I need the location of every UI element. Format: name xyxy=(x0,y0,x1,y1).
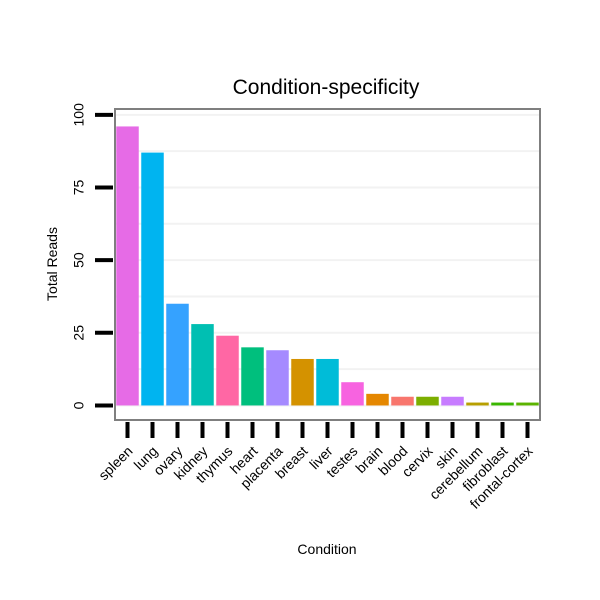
bar-kidney xyxy=(191,324,214,406)
bar-liver xyxy=(316,358,339,406)
y-tick-label: 75 xyxy=(71,179,87,195)
chart-title: Condition-specificity xyxy=(233,76,420,99)
y-tick-label: 100 xyxy=(71,103,87,127)
y-tick-label: 0 xyxy=(71,401,87,409)
bar-spleen xyxy=(116,126,139,406)
bar-lung xyxy=(141,152,164,406)
y-tick-label: 50 xyxy=(71,252,87,268)
x-axis-label: Condition xyxy=(297,541,356,557)
bar-frontal-cortex xyxy=(516,402,539,406)
y-tick-label: 25 xyxy=(71,325,87,341)
bar-placenta xyxy=(266,350,289,406)
bar-blood xyxy=(391,396,414,406)
bar-skin xyxy=(441,396,464,406)
plot-border xyxy=(114,108,541,421)
bar-fibroblast xyxy=(491,402,514,406)
x-axis: spleenlungovarykidneythymusheartplacenta… xyxy=(95,422,536,512)
bar-heart xyxy=(241,347,264,406)
bar-cervix xyxy=(416,396,439,406)
bar-thymus xyxy=(216,335,239,406)
bar-cerebellum xyxy=(466,402,489,406)
bar-breast xyxy=(291,358,314,406)
y-axis-label: Total Reads xyxy=(44,227,60,301)
bars xyxy=(116,126,539,406)
bar-testes xyxy=(341,382,364,406)
y-axis: 0 25 50 75 100 xyxy=(71,103,113,409)
bar-brain xyxy=(366,393,389,406)
bar-ovary xyxy=(166,303,189,406)
x-tick-label: spleen xyxy=(95,443,135,483)
